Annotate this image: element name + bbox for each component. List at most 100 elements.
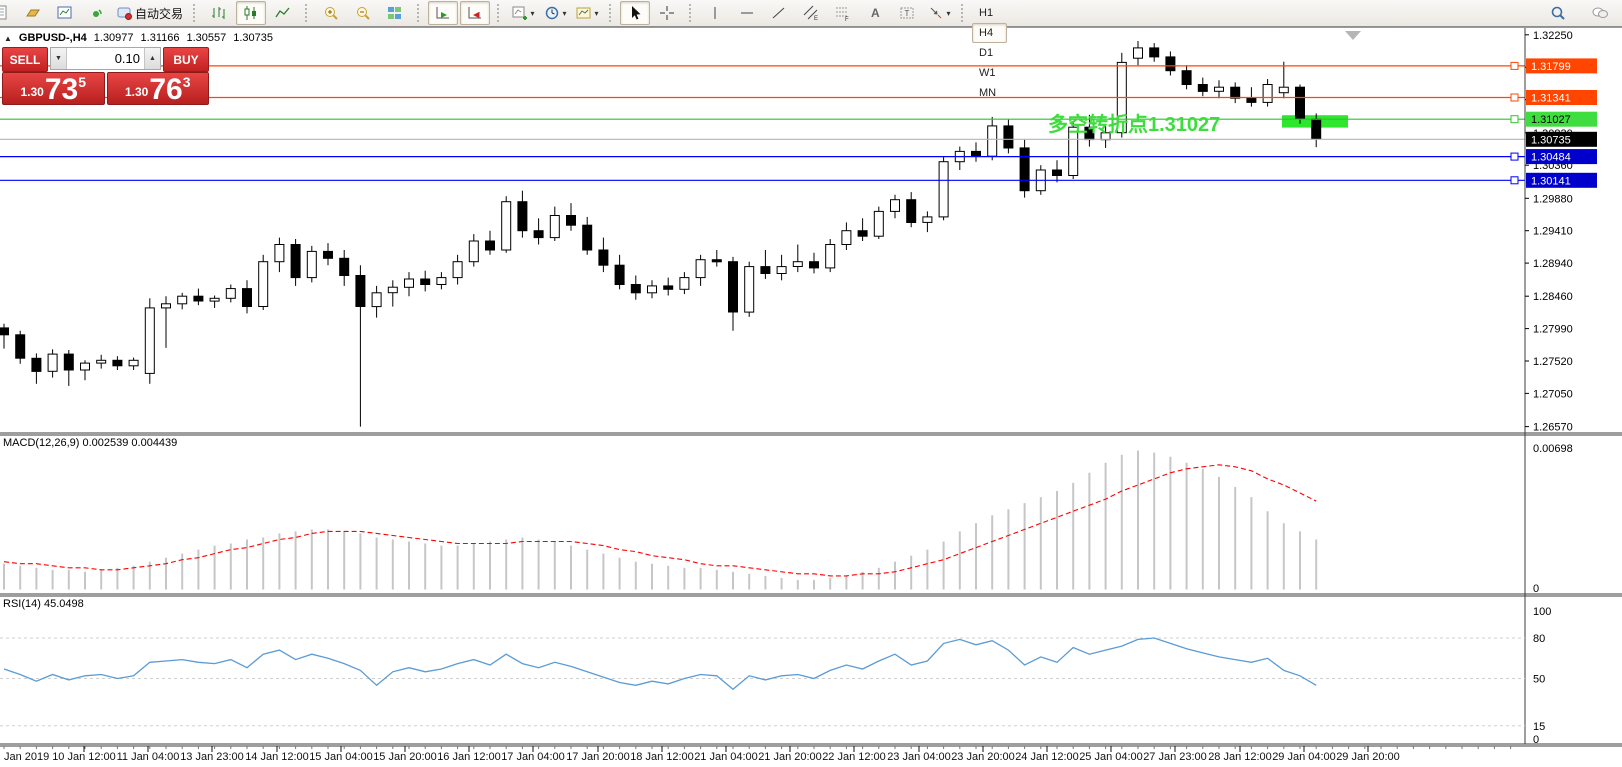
toolbar-separator: [417, 4, 423, 22]
open-value: 1.30977: [93, 32, 134, 44]
rsi-axis-label: 50: [1533, 674, 1545, 686]
label-button[interactable]: T: [892, 1, 922, 25]
svg-text:22 Jan 12:00: 22 Jan 12:00: [822, 751, 886, 763]
horizontal-line-button[interactable]: [732, 1, 762, 25]
svg-text:1.29410: 1.29410: [1533, 226, 1573, 238]
tile-icon: [388, 7, 402, 19]
text-button[interactable]: A: [860, 1, 890, 25]
candle: [501, 201, 512, 251]
svg-text:E: E: [814, 16, 818, 21]
timeframe-d1[interactable]: D1: [979, 47, 994, 59]
line-handle[interactable]: [1510, 93, 1519, 102]
svg-text:21 Jan 04:00: 21 Jan 04:00: [694, 751, 758, 763]
buy-price-button[interactable]: 1.30 76 3: [106, 72, 209, 105]
trendline-button[interactable]: [764, 1, 794, 25]
candle: [598, 249, 609, 266]
zoom-out-button[interactable]: [348, 1, 378, 25]
line-handle[interactable]: [1510, 176, 1519, 185]
candle: [582, 224, 593, 251]
price-badge: 1.31341: [1526, 90, 1597, 105]
search-icon: [1551, 6, 1565, 20]
open-chart-button[interactable]: [50, 1, 80, 25]
candle: [1311, 118, 1322, 140]
signals-button[interactable]: [82, 1, 112, 25]
candle: [323, 250, 333, 259]
templates-button[interactable]: ▾: [572, 1, 602, 25]
crosshair-button[interactable]: [652, 1, 682, 25]
svg-text:Jan 2019: Jan 2019: [4, 751, 49, 763]
new-order-icon: [0, 5, 7, 20]
time-axis[interactable]: Jan 2019 10 Jan 12:00 11 Jan 04:00 13 Jan 2…: [3, 746, 1512, 763]
volume-increase-button[interactable]: ▲: [144, 48, 160, 69]
indicators-button[interactable]: ▾: [508, 1, 538, 25]
templates-icon: [576, 7, 590, 19]
candle: [242, 288, 252, 308]
sell-button[interactable]: SELL: [2, 47, 48, 72]
candle: [306, 250, 317, 279]
timeframe-h4[interactable]: H4: [972, 23, 1008, 43]
candle: [906, 199, 917, 223]
crosshair-icon: [660, 6, 675, 20]
vertical-line-button[interactable]: [700, 1, 730, 25]
line-handle[interactable]: [1510, 152, 1519, 161]
svg-text:1.30141: 1.30141: [1531, 175, 1571, 187]
rsi-axis-label: 0: [1533, 734, 1539, 746]
autotrading-icon: [117, 7, 132, 20]
svg-text:1.30735: 1.30735: [1531, 134, 1571, 146]
auto-scroll-button[interactable]: [428, 1, 459, 25]
volume-decrease-button[interactable]: ▼: [51, 48, 67, 69]
candle: [533, 230, 544, 239]
low-value: 1.30557: [186, 32, 227, 44]
zoom-in-button[interactable]: [316, 1, 346, 25]
candle: [63, 353, 74, 371]
fibonacci-button[interactable]: F: [828, 1, 858, 25]
chat-icon: [1592, 7, 1608, 18]
indicators-icon: [512, 6, 527, 20]
line-handle[interactable]: [1510, 115, 1519, 124]
search-icon[interactable]: [1543, 1, 1573, 25]
svg-text:11 Jan 04:00: 11 Jan 04:00: [117, 751, 180, 763]
svg-text:1.28940: 1.28940: [1533, 258, 1573, 270]
gold-chart-button[interactable]: [18, 1, 48, 25]
toolbar-separator: [689, 4, 695, 22]
timeframe-h1[interactable]: H1: [979, 7, 994, 19]
candle: [144, 307, 155, 374]
candle: [355, 275, 366, 307]
buy-button[interactable]: BUY: [163, 47, 209, 72]
line-handle[interactable]: [1510, 61, 1519, 70]
buy-price-sup: 3: [182, 74, 191, 90]
svg-text:25 Jan 04:00: 25 Jan 04:00: [1079, 751, 1143, 763]
vline-icon: [714, 7, 716, 19]
chat-icon[interactable]: [1585, 1, 1615, 25]
candle-chart-button[interactable]: [236, 1, 267, 25]
candle: [809, 261, 819, 269]
candle: [728, 261, 738, 313]
candle: [404, 278, 414, 288]
autotrading-button[interactable]: 自动交易: [114, 1, 186, 25]
cursor-button[interactable]: [620, 1, 651, 25]
candle: [0, 327, 9, 336]
toolbar-separator: [497, 4, 503, 22]
channel-icon: E: [803, 5, 818, 21]
line-chart-button[interactable]: [268, 1, 298, 25]
toolbar-separator: [305, 4, 311, 22]
tile-windows-button[interactable]: [380, 1, 410, 25]
fibonacci-icon: F: [836, 7, 849, 21]
sell-price-button[interactable]: 1.30 73 5: [2, 72, 105, 105]
bar-chart-button[interactable]: [204, 1, 234, 25]
shapes-button[interactable]: ▾: [924, 1, 954, 25]
candles-icon: [244, 6, 257, 20]
volume-input[interactable]: [67, 48, 144, 69]
svg-text:15 Jan 04:00: 15 Jan 04:00: [309, 751, 373, 763]
periods-button[interactable]: ▾: [540, 1, 570, 25]
chart-shift-button[interactable]: [460, 1, 491, 25]
candle: [776, 266, 787, 275]
candle: [15, 334, 26, 359]
new-order-button[interactable]: [0, 1, 16, 25]
svg-text:14 Jan 12:00: 14 Jan 12:00: [245, 751, 309, 763]
candle: [922, 216, 933, 223]
timeframe-w1[interactable]: W1: [979, 67, 996, 79]
timeframe-mn[interactable]: MN: [979, 87, 997, 99]
channel-button[interactable]: E: [796, 1, 826, 25]
